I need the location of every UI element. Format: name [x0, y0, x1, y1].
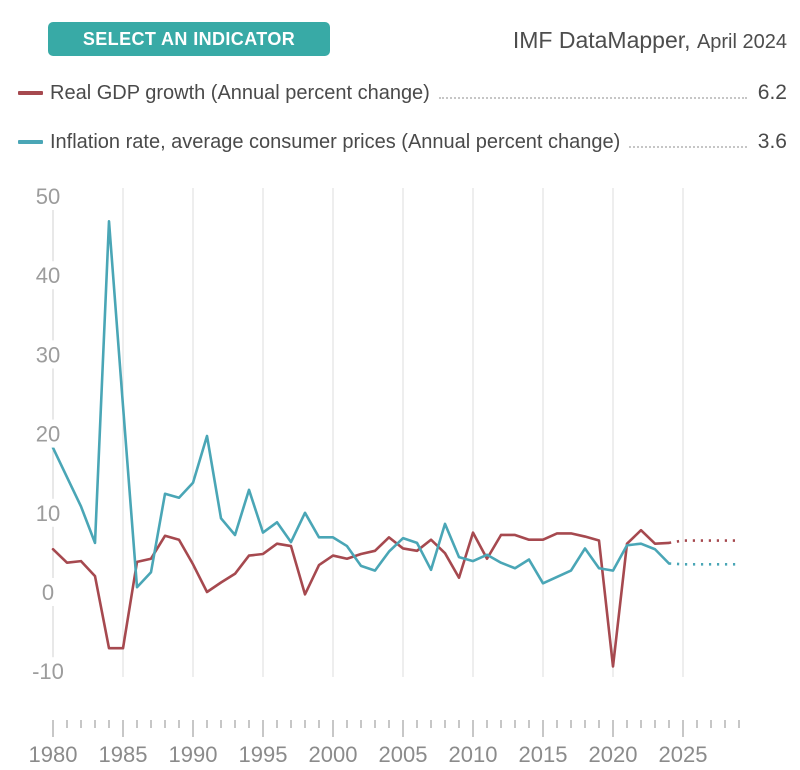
legend-value-gdp: 6.2 — [757, 81, 787, 104]
inflation-line — [51, 220, 671, 589]
legend-item-gdp[interactable]: Real GDP growth (Annual percent change) … — [18, 80, 787, 106]
timeline-slider[interactable]: 1980 1985 1990 1995 2000 2005 2010 2015 2020 2025 — [29, 720, 740, 767]
ruler-year-label: 2025 — [659, 742, 708, 767]
legend-value-inflation: 3.6 — [757, 130, 787, 153]
ruler-year-label: 2020 — [589, 742, 638, 767]
gridlines — [122, 188, 684, 677]
gdp-line — [51, 528, 671, 668]
source-name: IMF DataMapper, — [512, 27, 691, 53]
y-axis-labels: 50 40 30 20 10 0 -10 — [26, 182, 72, 686]
legend-color-dash-gdp — [18, 91, 43, 95]
source-attribution: IMF DataMapper, April 2024 — [513, 27, 787, 54]
svg-text:30: 30 — [36, 342, 60, 367]
legend-leader-dots-gdp — [438, 97, 747, 99]
legend-leader-dots-inflation — [629, 146, 747, 148]
ruler-year-label: 2000 — [309, 742, 358, 767]
svg-text:0: 0 — [42, 580, 54, 605]
svg-text:50: 50 — [36, 184, 60, 209]
ruler-year-label: 2010 — [449, 742, 498, 767]
legend-color-dash-inflation — [18, 140, 43, 144]
ruler-year-label: 1985 — [99, 742, 148, 767]
svg-text:20: 20 — [36, 422, 60, 447]
legend-item-inflation[interactable]: Inflation rate, average consumer prices … — [18, 129, 787, 155]
source-date: April 2024 — [696, 31, 787, 53]
ruler-year-label: 2015 — [519, 742, 568, 767]
select-indicator-button[interactable]: SELECT AN INDICATOR — [48, 22, 330, 56]
legend-label-gdp: Real GDP growth (Annual percent change) — [50, 81, 430, 104]
ruler-year-label: 2005 — [379, 742, 428, 767]
ruler-year-label: 1980 — [29, 742, 78, 767]
svg-text:10: 10 — [36, 501, 60, 526]
legend-label-inflation: Inflation rate, average consumer prices … — [50, 130, 621, 153]
ruler-year-label: 1995 — [239, 742, 288, 767]
gdp-projection-line — [668, 539, 739, 545]
svg-text:-10: -10 — [32, 659, 64, 684]
ruler-year-label: 1990 — [169, 742, 218, 767]
svg-text:40: 40 — [36, 263, 60, 288]
inflation-projection-line — [668, 562, 739, 566]
